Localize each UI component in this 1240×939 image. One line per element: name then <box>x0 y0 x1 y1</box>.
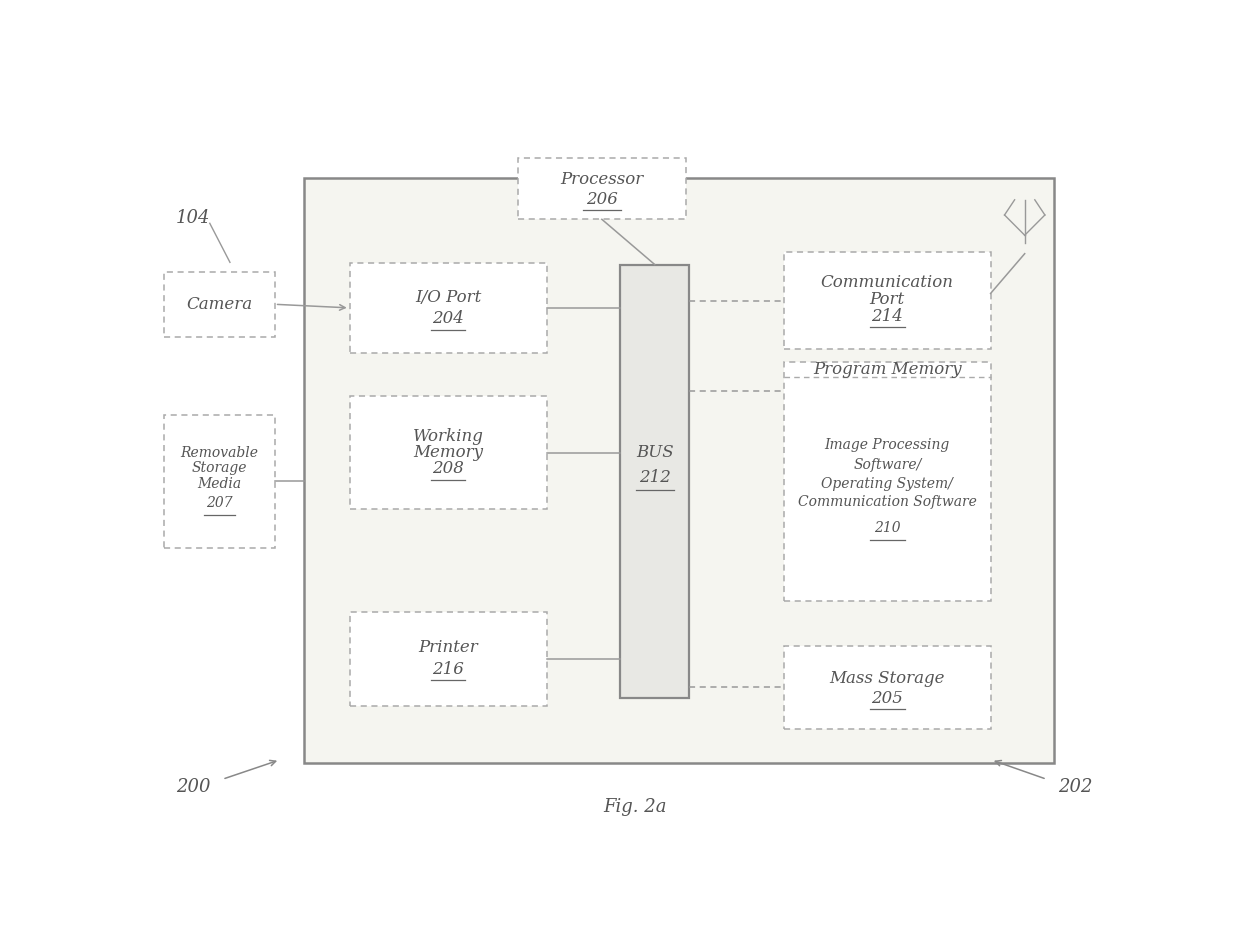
Text: Working: Working <box>413 428 484 445</box>
Text: 214: 214 <box>872 308 903 325</box>
Text: Printer: Printer <box>418 639 477 656</box>
Text: Processor: Processor <box>560 172 644 189</box>
Text: Memory: Memory <box>413 444 484 461</box>
Text: 200: 200 <box>176 777 211 795</box>
Text: 207: 207 <box>206 496 233 510</box>
Bar <box>350 396 547 509</box>
Text: Port: Port <box>869 291 905 308</box>
Text: Camera: Camera <box>186 296 253 313</box>
Bar <box>784 362 991 601</box>
Text: Communication Software: Communication Software <box>797 496 977 509</box>
Bar <box>784 252 991 349</box>
Text: 216: 216 <box>433 661 464 678</box>
Bar <box>304 177 1054 763</box>
Text: Storage: Storage <box>192 461 247 475</box>
Text: Communication: Communication <box>821 274 954 291</box>
Text: Fig. 2a: Fig. 2a <box>604 798 667 816</box>
Text: Mass Storage: Mass Storage <box>830 670 945 686</box>
Text: Software/: Software/ <box>853 458 921 471</box>
Text: 204: 204 <box>433 310 464 328</box>
Text: 206: 206 <box>587 191 618 208</box>
Text: 104: 104 <box>176 208 211 226</box>
Text: Operating System/: Operating System/ <box>821 477 954 490</box>
Text: Program Memory: Program Memory <box>813 361 961 377</box>
Text: Removable: Removable <box>180 445 258 459</box>
Bar <box>784 646 991 729</box>
Bar <box>620 265 689 699</box>
Bar <box>350 263 547 353</box>
Bar <box>164 271 274 337</box>
Text: BUS: BUS <box>636 444 673 461</box>
Text: 208: 208 <box>433 460 464 477</box>
Text: 205: 205 <box>872 690 903 707</box>
Text: 202: 202 <box>1059 777 1092 795</box>
Bar <box>518 158 686 220</box>
Text: 212: 212 <box>639 470 671 486</box>
Text: Image Processing: Image Processing <box>825 439 950 453</box>
Text: Media: Media <box>197 477 242 491</box>
Bar <box>350 611 547 705</box>
Text: 210: 210 <box>874 521 900 535</box>
Text: I/O Port: I/O Port <box>415 288 481 305</box>
Bar <box>164 414 274 548</box>
